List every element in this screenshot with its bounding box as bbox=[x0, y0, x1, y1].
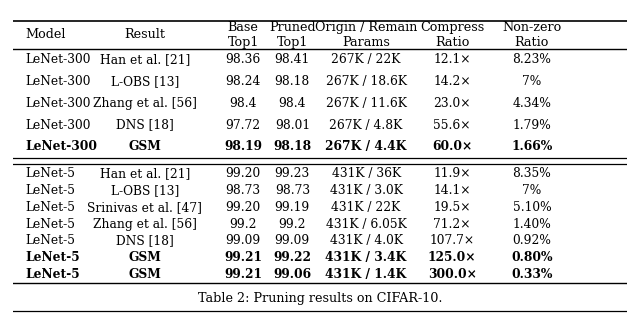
Text: 99.20: 99.20 bbox=[225, 201, 261, 214]
Text: 300.0×: 300.0× bbox=[428, 268, 477, 281]
Text: 98.41: 98.41 bbox=[275, 53, 310, 66]
Text: 98.24: 98.24 bbox=[225, 75, 261, 88]
Text: 98.01: 98.01 bbox=[275, 119, 310, 132]
Text: 99.09: 99.09 bbox=[275, 234, 310, 247]
Text: LeNet-5: LeNet-5 bbox=[25, 218, 75, 231]
Text: 431K / 36K: 431K / 36K bbox=[332, 167, 401, 180]
Text: Zhang et al. [56]: Zhang et al. [56] bbox=[93, 97, 197, 110]
Text: 107.7×: 107.7× bbox=[429, 234, 475, 247]
Text: L-OBS [13]: L-OBS [13] bbox=[111, 75, 179, 88]
Text: LeNet-5: LeNet-5 bbox=[25, 167, 75, 180]
Text: 98.18: 98.18 bbox=[275, 75, 310, 88]
Text: 98.73: 98.73 bbox=[275, 184, 310, 197]
Text: GSM: GSM bbox=[129, 268, 161, 281]
Text: 98.36: 98.36 bbox=[225, 53, 261, 66]
Text: 7%: 7% bbox=[522, 184, 541, 197]
Text: Origin / Remain
Params: Origin / Remain Params bbox=[315, 20, 417, 48]
Text: 99.23: 99.23 bbox=[275, 167, 310, 180]
Text: 60.0×: 60.0× bbox=[432, 140, 472, 153]
Text: 98.73: 98.73 bbox=[226, 184, 260, 197]
Text: LeNet-300: LeNet-300 bbox=[25, 53, 91, 66]
Text: 99.06: 99.06 bbox=[273, 268, 312, 281]
Text: LeNet-5: LeNet-5 bbox=[25, 184, 75, 197]
Text: 267K / 11.6K: 267K / 11.6K bbox=[326, 97, 406, 110]
Text: 0.33%: 0.33% bbox=[511, 268, 553, 281]
Text: LeNet-300: LeNet-300 bbox=[25, 75, 91, 88]
Text: DNS [18]: DNS [18] bbox=[116, 119, 174, 132]
Text: 99.22: 99.22 bbox=[273, 251, 311, 264]
Text: 431K / 6.05K: 431K / 6.05K bbox=[326, 218, 406, 231]
Text: 8.23%: 8.23% bbox=[513, 53, 552, 66]
Text: Base
Top1: Base Top1 bbox=[227, 20, 259, 48]
Text: 267K / 18.6K: 267K / 18.6K bbox=[326, 75, 406, 88]
Text: 99.09: 99.09 bbox=[225, 234, 261, 247]
Text: 55.6×: 55.6× bbox=[433, 119, 471, 132]
Text: Pruned
Top1: Pruned Top1 bbox=[269, 20, 316, 48]
Text: 12.1×: 12.1× bbox=[433, 53, 471, 66]
Text: 98.4: 98.4 bbox=[230, 97, 257, 110]
Text: 99.2: 99.2 bbox=[278, 218, 306, 231]
Text: LeNet-5: LeNet-5 bbox=[25, 268, 80, 281]
Text: 99.2: 99.2 bbox=[230, 218, 257, 231]
Text: 23.0×: 23.0× bbox=[433, 97, 471, 110]
Text: Model: Model bbox=[25, 28, 65, 41]
Text: Han et al. [21]: Han et al. [21] bbox=[100, 53, 190, 66]
Text: Srinivas et al. [47]: Srinivas et al. [47] bbox=[88, 201, 202, 214]
Text: 267K / 4.8K: 267K / 4.8K bbox=[330, 119, 403, 132]
Text: 431K / 3.4K: 431K / 3.4K bbox=[326, 251, 406, 264]
Text: 99.21: 99.21 bbox=[224, 251, 262, 264]
Text: Compress
Ratio: Compress Ratio bbox=[420, 20, 484, 48]
Text: 5.10%: 5.10% bbox=[513, 201, 551, 214]
Text: Han et al. [21]: Han et al. [21] bbox=[100, 167, 190, 180]
Text: GSM: GSM bbox=[129, 251, 161, 264]
Text: 0.80%: 0.80% bbox=[511, 251, 553, 264]
Text: 99.20: 99.20 bbox=[225, 167, 261, 180]
Text: LeNet-5: LeNet-5 bbox=[25, 251, 80, 264]
Text: 14.2×: 14.2× bbox=[433, 75, 471, 88]
Text: 8.35%: 8.35% bbox=[513, 167, 551, 180]
Text: 14.1×: 14.1× bbox=[433, 184, 471, 197]
Text: LeNet-300: LeNet-300 bbox=[25, 97, 91, 110]
Text: 0.92%: 0.92% bbox=[513, 234, 552, 247]
Text: 1.79%: 1.79% bbox=[513, 119, 551, 132]
Text: 98.4: 98.4 bbox=[278, 97, 306, 110]
Text: 125.0×: 125.0× bbox=[428, 251, 476, 264]
Text: 99.21: 99.21 bbox=[224, 268, 262, 281]
Text: L-OBS [13]: L-OBS [13] bbox=[111, 184, 179, 197]
Text: 1.66%: 1.66% bbox=[511, 140, 552, 153]
Text: 7%: 7% bbox=[522, 75, 541, 88]
Text: 431K / 1.4K: 431K / 1.4K bbox=[326, 268, 406, 281]
Text: GSM: GSM bbox=[129, 140, 161, 153]
Text: LeNet-5: LeNet-5 bbox=[25, 201, 75, 214]
Text: Non-zero
Ratio: Non-zero Ratio bbox=[502, 20, 561, 48]
Text: 11.9×: 11.9× bbox=[433, 167, 471, 180]
Text: 431K / 4.0K: 431K / 4.0K bbox=[330, 234, 403, 247]
Text: 431K / 3.0K: 431K / 3.0K bbox=[330, 184, 403, 197]
Text: Zhang et al. [56]: Zhang et al. [56] bbox=[93, 218, 197, 231]
Text: LeNet-300: LeNet-300 bbox=[25, 119, 91, 132]
Text: 99.19: 99.19 bbox=[275, 201, 310, 214]
Text: 97.72: 97.72 bbox=[226, 119, 260, 132]
Text: 267K / 22K: 267K / 22K bbox=[332, 53, 401, 66]
Text: LeNet-5: LeNet-5 bbox=[25, 234, 75, 247]
Text: 267K / 4.4K: 267K / 4.4K bbox=[325, 140, 407, 153]
Text: 71.2×: 71.2× bbox=[433, 218, 471, 231]
Text: 98.18: 98.18 bbox=[273, 140, 312, 153]
Text: 1.40%: 1.40% bbox=[513, 218, 551, 231]
Text: Result: Result bbox=[124, 28, 165, 41]
Text: 98.19: 98.19 bbox=[224, 140, 262, 153]
Text: Table 2: Pruning results on CIFAR-10.: Table 2: Pruning results on CIFAR-10. bbox=[198, 292, 442, 305]
Text: LeNet-300: LeNet-300 bbox=[25, 140, 97, 153]
Text: DNS [18]: DNS [18] bbox=[116, 234, 174, 247]
Text: 19.5×: 19.5× bbox=[433, 201, 471, 214]
Text: 4.34%: 4.34% bbox=[513, 97, 552, 110]
Text: 431K / 22K: 431K / 22K bbox=[332, 201, 401, 214]
